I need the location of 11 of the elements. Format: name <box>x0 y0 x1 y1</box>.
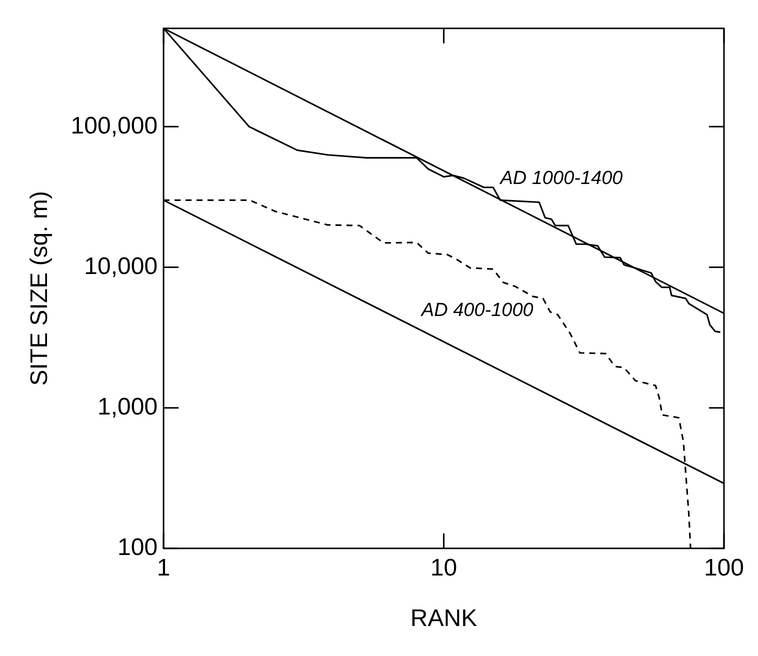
y-tick-label: 100 <box>118 534 158 562</box>
y-tick-label: 10,000 <box>84 252 158 280</box>
y-axis-title: SITE SIZE (sq. m) <box>26 191 54 386</box>
x-tick-label: 10 <box>430 554 458 582</box>
x-axis-title: RANK <box>410 605 478 632</box>
series-label: AD 1000-1400 <box>499 168 624 189</box>
x-tick-label: 100 <box>704 554 744 582</box>
series-label: AD 400-1000 <box>420 300 534 322</box>
y-tick-label: 100,000 <box>70 112 158 140</box>
y-tick-label: 1,000 <box>97 393 158 420</box>
x-tick-label: 1 <box>156 554 170 582</box>
